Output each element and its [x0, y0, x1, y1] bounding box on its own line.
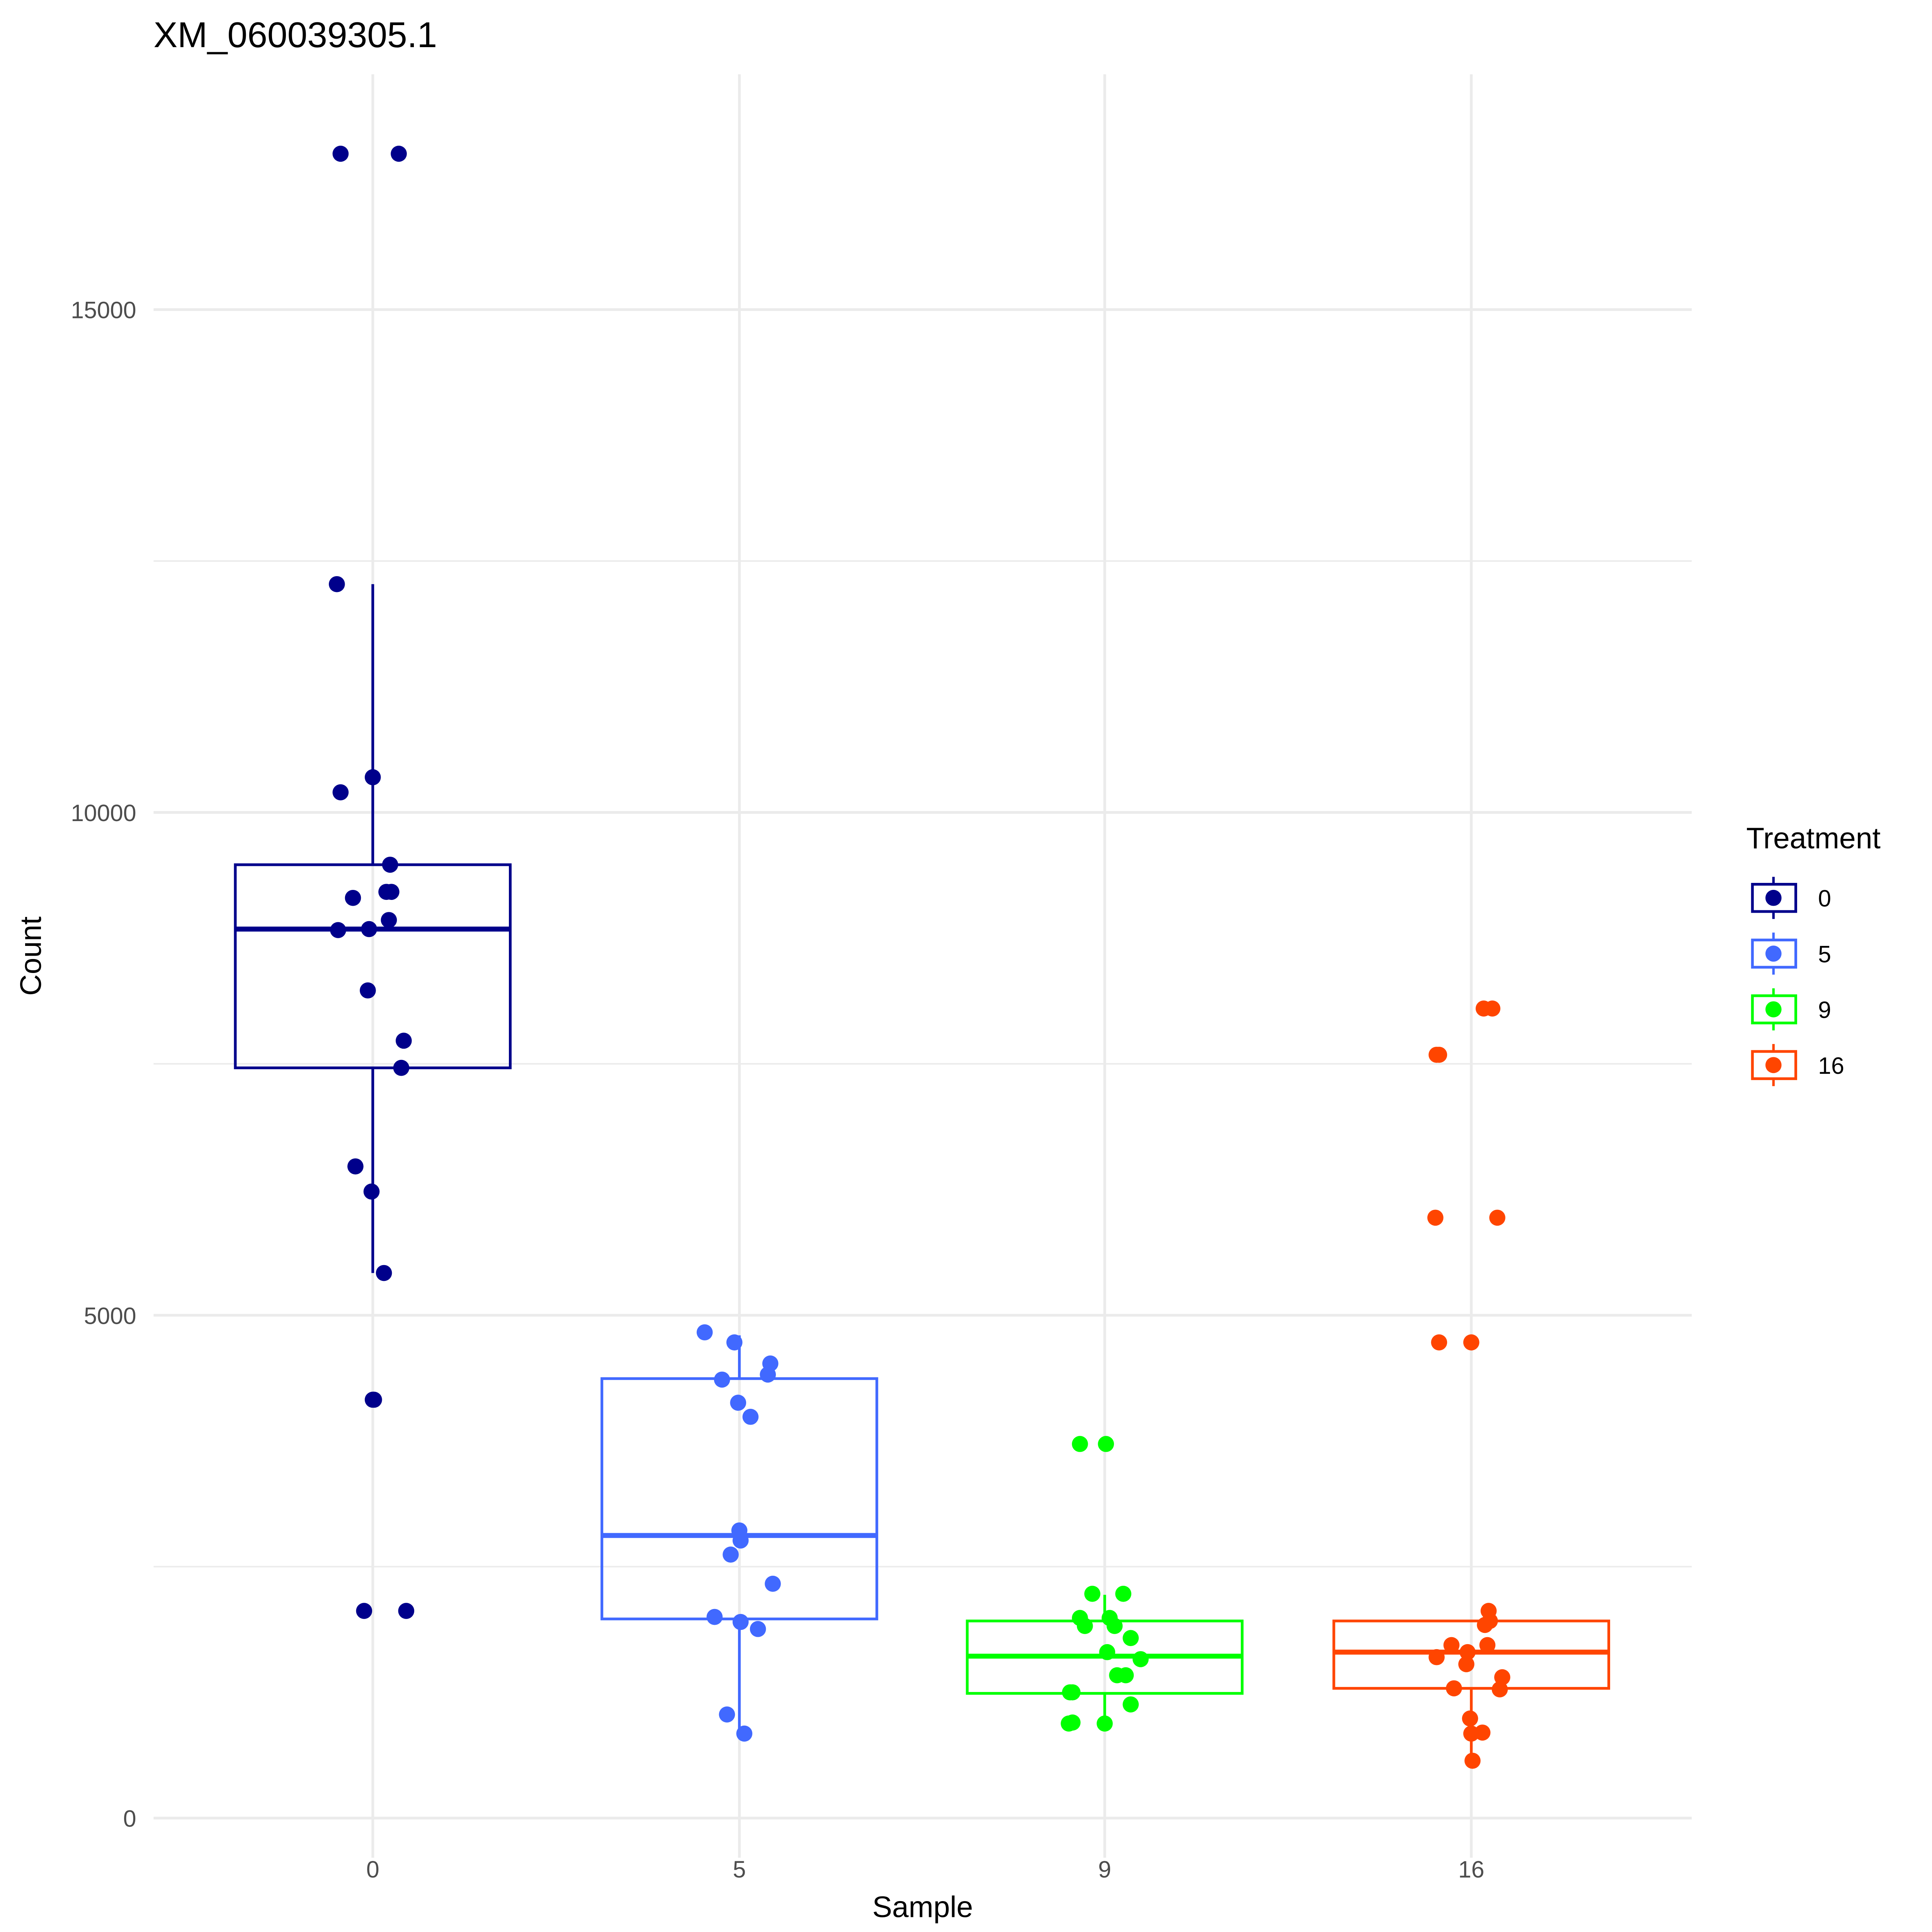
data-point — [1431, 1046, 1447, 1063]
data-point — [1492, 1681, 1508, 1697]
data-point — [396, 1032, 412, 1049]
data-point — [1106, 1618, 1123, 1634]
data-point — [1463, 1725, 1480, 1742]
data-point — [1072, 1436, 1088, 1452]
data-point — [347, 1158, 364, 1175]
data-point — [330, 922, 346, 938]
data-point — [1458, 1656, 1475, 1672]
box — [1332, 1619, 1610, 1690]
x-tick-label: 0 — [366, 1856, 379, 1883]
data-point — [1064, 1714, 1081, 1731]
x-tick-label: 16 — [1458, 1856, 1485, 1883]
data-point — [696, 1324, 713, 1340]
data-point — [393, 1060, 410, 1076]
data-point — [736, 1725, 753, 1742]
data-point — [1064, 1684, 1081, 1701]
legend-key-point — [1765, 1001, 1782, 1018]
data-point — [366, 1391, 382, 1408]
data-point — [382, 857, 398, 873]
data-point — [1464, 1752, 1481, 1769]
legend: Treatment 0 5 9 16 — [1746, 822, 1881, 1086]
points — [328, 146, 1510, 1769]
data-point — [1084, 1585, 1100, 1602]
data-point — [719, 1706, 735, 1723]
data-point — [391, 146, 407, 162]
data-point — [332, 784, 349, 801]
data-point — [1133, 1651, 1149, 1667]
data-point — [732, 1532, 749, 1549]
data-point — [376, 1265, 392, 1281]
data-point — [1099, 1644, 1116, 1660]
x-axis-label: Sample — [872, 1891, 973, 1924]
data-point — [1117, 1667, 1134, 1684]
x-tick-label: 5 — [733, 1856, 746, 1883]
grid — [153, 74, 1692, 1858]
data-point — [1429, 1649, 1445, 1665]
data-point — [1098, 1436, 1114, 1452]
data-point — [328, 576, 345, 592]
data-point — [1446, 1680, 1462, 1697]
data-point — [1479, 1637, 1496, 1653]
data-point — [726, 1334, 743, 1350]
y-axis-ticks: 0 5000 10000 15000 — [71, 297, 136, 1832]
data-point — [1443, 1637, 1460, 1653]
data-point — [765, 1575, 781, 1592]
legend-title: Treatment — [1746, 822, 1881, 855]
data-point — [1494, 1669, 1510, 1685]
data-point — [706, 1609, 723, 1625]
legend-label: 16 — [1818, 1053, 1844, 1079]
data-point — [381, 912, 397, 928]
x-axis-ticks: 0 5 9 16 — [366, 1856, 1485, 1883]
data-point — [1122, 1630, 1139, 1646]
y-axis-label: Count — [14, 917, 48, 996]
data-point — [732, 1614, 749, 1630]
data-point — [360, 982, 376, 999]
data-point — [760, 1366, 776, 1383]
data-point — [1122, 1696, 1139, 1713]
data-point — [364, 769, 381, 786]
boxes — [234, 584, 1610, 1761]
data-point — [356, 1603, 372, 1619]
data-point — [345, 889, 361, 906]
data-point — [1077, 1618, 1093, 1634]
legend-label: 9 — [1818, 997, 1831, 1023]
data-point — [1462, 1710, 1478, 1727]
data-point — [1484, 1000, 1501, 1017]
data-point — [378, 884, 395, 900]
data-point — [1115, 1585, 1131, 1602]
data-point — [398, 1603, 415, 1619]
data-point — [1427, 1209, 1444, 1226]
data-point — [361, 921, 377, 937]
legend-key-point — [1765, 1057, 1782, 1073]
data-point — [730, 1395, 747, 1411]
data-point — [1097, 1715, 1113, 1732]
data-point — [363, 1183, 380, 1200]
data-point — [742, 1408, 759, 1425]
data-point — [1459, 1644, 1476, 1660]
legend-label: 5 — [1818, 941, 1831, 967]
data-point — [723, 1546, 739, 1563]
box — [234, 863, 512, 1070]
data-point — [1463, 1334, 1480, 1350]
data-point — [714, 1371, 730, 1388]
x-tick-label: 9 — [1098, 1856, 1111, 1883]
data-point — [750, 1621, 766, 1637]
legend-key-point — [1765, 946, 1782, 962]
data-point — [1489, 1209, 1505, 1226]
legend-label: 0 — [1818, 885, 1831, 912]
y-tick-label: 15000 — [71, 297, 136, 323]
data-point — [1431, 1334, 1447, 1350]
y-tick-label: 0 — [123, 1806, 136, 1832]
data-point — [332, 146, 349, 162]
y-tick-label: 5000 — [84, 1303, 136, 1329]
y-tick-label: 10000 — [71, 800, 136, 826]
chart-title: XM_060039305.1 — [153, 15, 437, 55]
legend-key-point — [1765, 889, 1782, 906]
data-point — [1477, 1617, 1493, 1633]
